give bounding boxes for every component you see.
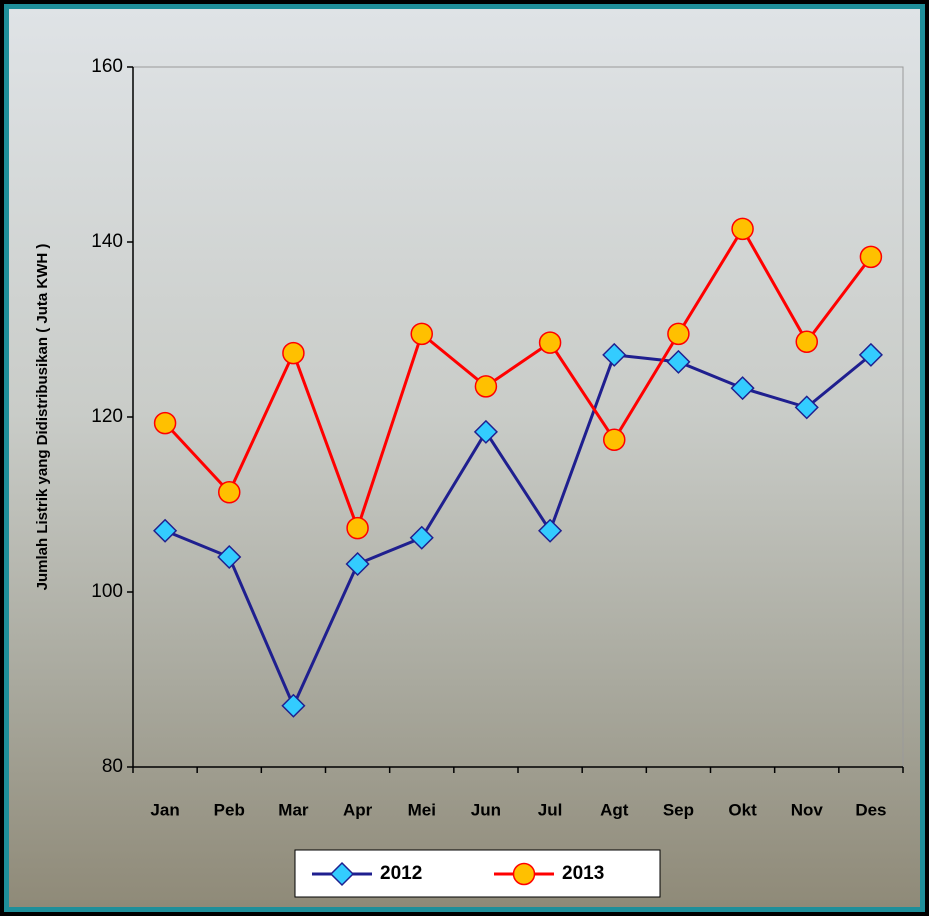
x-tick-label: Nov bbox=[791, 800, 824, 819]
data-point bbox=[153, 411, 177, 435]
data-point bbox=[602, 342, 627, 367]
y-tick-label: 140 bbox=[91, 231, 123, 252]
x-tick-label: Peb bbox=[214, 800, 245, 819]
x-tick-label: Jan bbox=[150, 800, 179, 819]
data-point bbox=[730, 376, 755, 401]
y-tick-label: 100 bbox=[91, 581, 123, 602]
data-point bbox=[603, 428, 626, 451]
data-point bbox=[217, 544, 242, 570]
x-tick-label: Sep bbox=[663, 800, 694, 819]
y-tick-label: 120 bbox=[91, 406, 123, 427]
data-point bbox=[795, 330, 818, 353]
data-point bbox=[473, 419, 498, 444]
data-point bbox=[346, 516, 369, 540]
background bbox=[9, 9, 920, 907]
series-line bbox=[164, 353, 872, 710]
legend-marker bbox=[512, 862, 536, 886]
y-axis-title: Jumlah Listrik yang Didistribusikan ( Ju… bbox=[34, 244, 51, 591]
data-point bbox=[731, 217, 754, 241]
x-tick-label: Okt bbox=[728, 800, 757, 819]
data-point bbox=[281, 693, 306, 718]
y-tick-label: 80 bbox=[102, 756, 123, 777]
data-point bbox=[859, 245, 883, 269]
data-point bbox=[858, 342, 883, 367]
x-tick-label: Mei bbox=[408, 800, 436, 819]
data-point bbox=[538, 331, 562, 354]
series-line bbox=[163, 225, 873, 533]
data-point bbox=[538, 518, 563, 543]
legend-marker bbox=[329, 861, 355, 887]
legend-label: 2012 bbox=[380, 863, 422, 884]
data-point bbox=[474, 375, 498, 398]
data-point bbox=[410, 322, 433, 346]
x-tick-label: Apr bbox=[343, 800, 373, 819]
data-point bbox=[666, 349, 691, 374]
x-tick-label: Jul bbox=[538, 800, 563, 819]
x-tick-label: Agt bbox=[600, 800, 629, 819]
data-point bbox=[345, 551, 370, 577]
data-point bbox=[667, 322, 690, 346]
legend-label: 2013 bbox=[562, 863, 604, 884]
data-point bbox=[153, 518, 178, 543]
y-tick-label: 160 bbox=[91, 56, 123, 77]
x-tick-label: Des bbox=[855, 800, 886, 819]
data-point bbox=[282, 341, 305, 365]
x-tick-label: Jun bbox=[471, 800, 501, 819]
x-tick-label: Mar bbox=[278, 800, 309, 819]
data-point bbox=[794, 395, 819, 420]
data-point bbox=[218, 481, 241, 504]
data-point bbox=[409, 525, 434, 550]
